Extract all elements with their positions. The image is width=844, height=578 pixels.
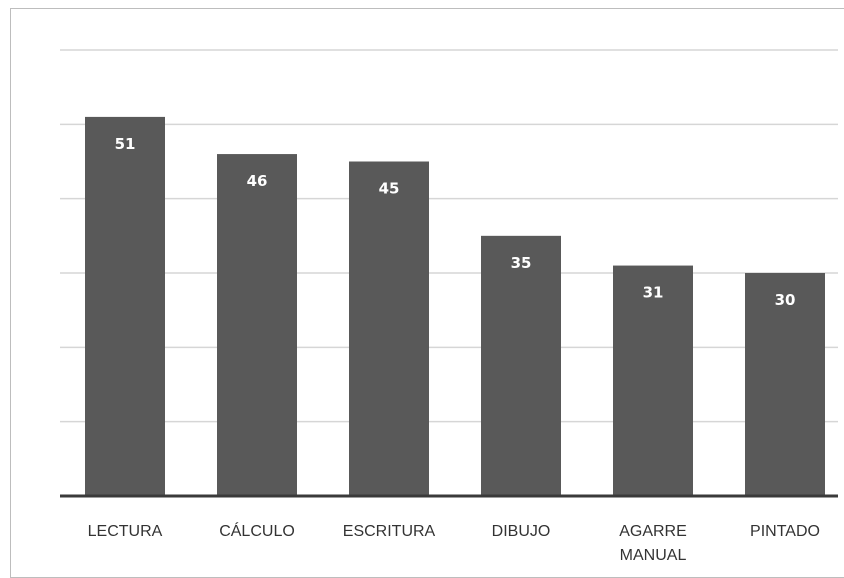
- bar: [745, 273, 825, 496]
- data-label: 30: [775, 291, 796, 309]
- bar: [349, 161, 429, 496]
- bar: [85, 116, 165, 497]
- x-tick-label: AGARRE MANUAL: [619, 523, 687, 564]
- x-tick-label: PINTADO: [750, 523, 820, 540]
- x-tick-labels: LECTURA CÁLCULO ESCRITURA DIBUJO AGARRE MANUA…: [88, 521, 820, 564]
- bars: [85, 116, 825, 497]
- data-label: 31: [643, 284, 664, 302]
- data-label: 51: [115, 135, 136, 153]
- data-labels: 51 46 45 35 31 30: [115, 135, 796, 309]
- data-label: 35: [511, 254, 532, 272]
- data-label: 45: [379, 180, 400, 198]
- x-tick-label: CÁLCULO: [219, 521, 295, 540]
- data-label: 46: [247, 172, 268, 190]
- x-tick-label: DIBUJO: [492, 523, 551, 540]
- x-tick-label: LECTURA: [88, 523, 163, 540]
- bar: [217, 154, 297, 497]
- x-tick-label: ESCRITURA: [343, 523, 436, 540]
- bar: [613, 265, 693, 496]
- bar: [481, 235, 561, 497]
- gridlines: [60, 49, 838, 423]
